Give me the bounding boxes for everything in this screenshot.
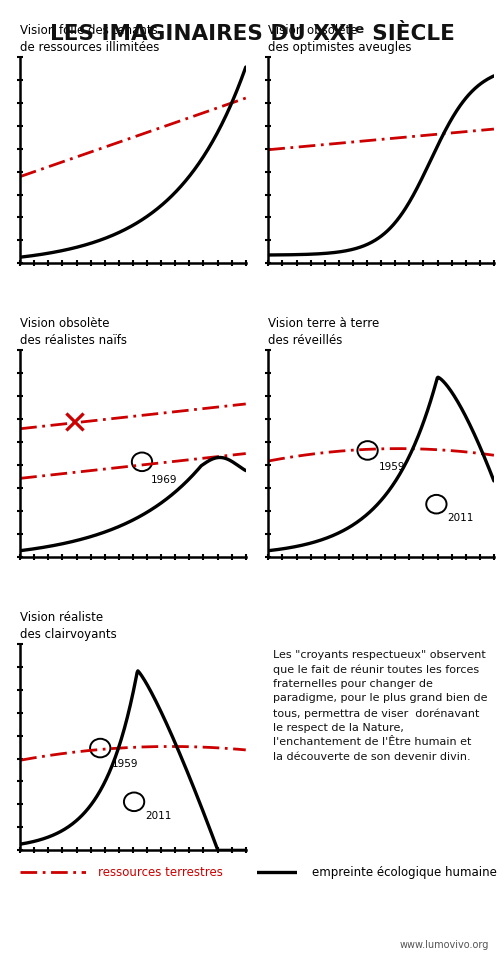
Text: 2011: 2011 xyxy=(145,810,172,821)
Text: ressources terrestres: ressources terrestres xyxy=(98,865,223,878)
Text: 1959: 1959 xyxy=(111,758,138,769)
Text: Vision obsolète
des réalistes naïfs: Vision obsolète des réalistes naïfs xyxy=(20,317,127,347)
Text: LES IMAGINAIRES DU XXIᵉ SIÈCLE: LES IMAGINAIRES DU XXIᵉ SIÈCLE xyxy=(49,24,455,44)
Text: Les "croyants respectueux" observent
que le fait de réunir toutes les forces
fra: Les "croyants respectueux" observent que… xyxy=(273,649,488,761)
Text: 1959: 1959 xyxy=(379,461,405,471)
Text: 1969: 1969 xyxy=(151,475,177,484)
Text: Vision obsolète
des optimistes aveugles: Vision obsolète des optimistes aveugles xyxy=(268,24,412,54)
Text: 2011: 2011 xyxy=(448,513,474,523)
Text: Vision terre à terre
des réveillés: Vision terre à terre des réveillés xyxy=(268,317,380,347)
Text: ✕: ✕ xyxy=(60,407,88,440)
Text: empreinte écologique humaine: empreinte écologique humaine xyxy=(312,865,497,878)
Text: Vision réaliste
des clairvoyants: Vision réaliste des clairvoyants xyxy=(20,610,117,640)
Text: www.lumovivo.org: www.lumovivo.org xyxy=(400,940,489,949)
Text: Vision folle des tenants
de ressources illimitées: Vision folle des tenants de ressources i… xyxy=(20,24,160,54)
